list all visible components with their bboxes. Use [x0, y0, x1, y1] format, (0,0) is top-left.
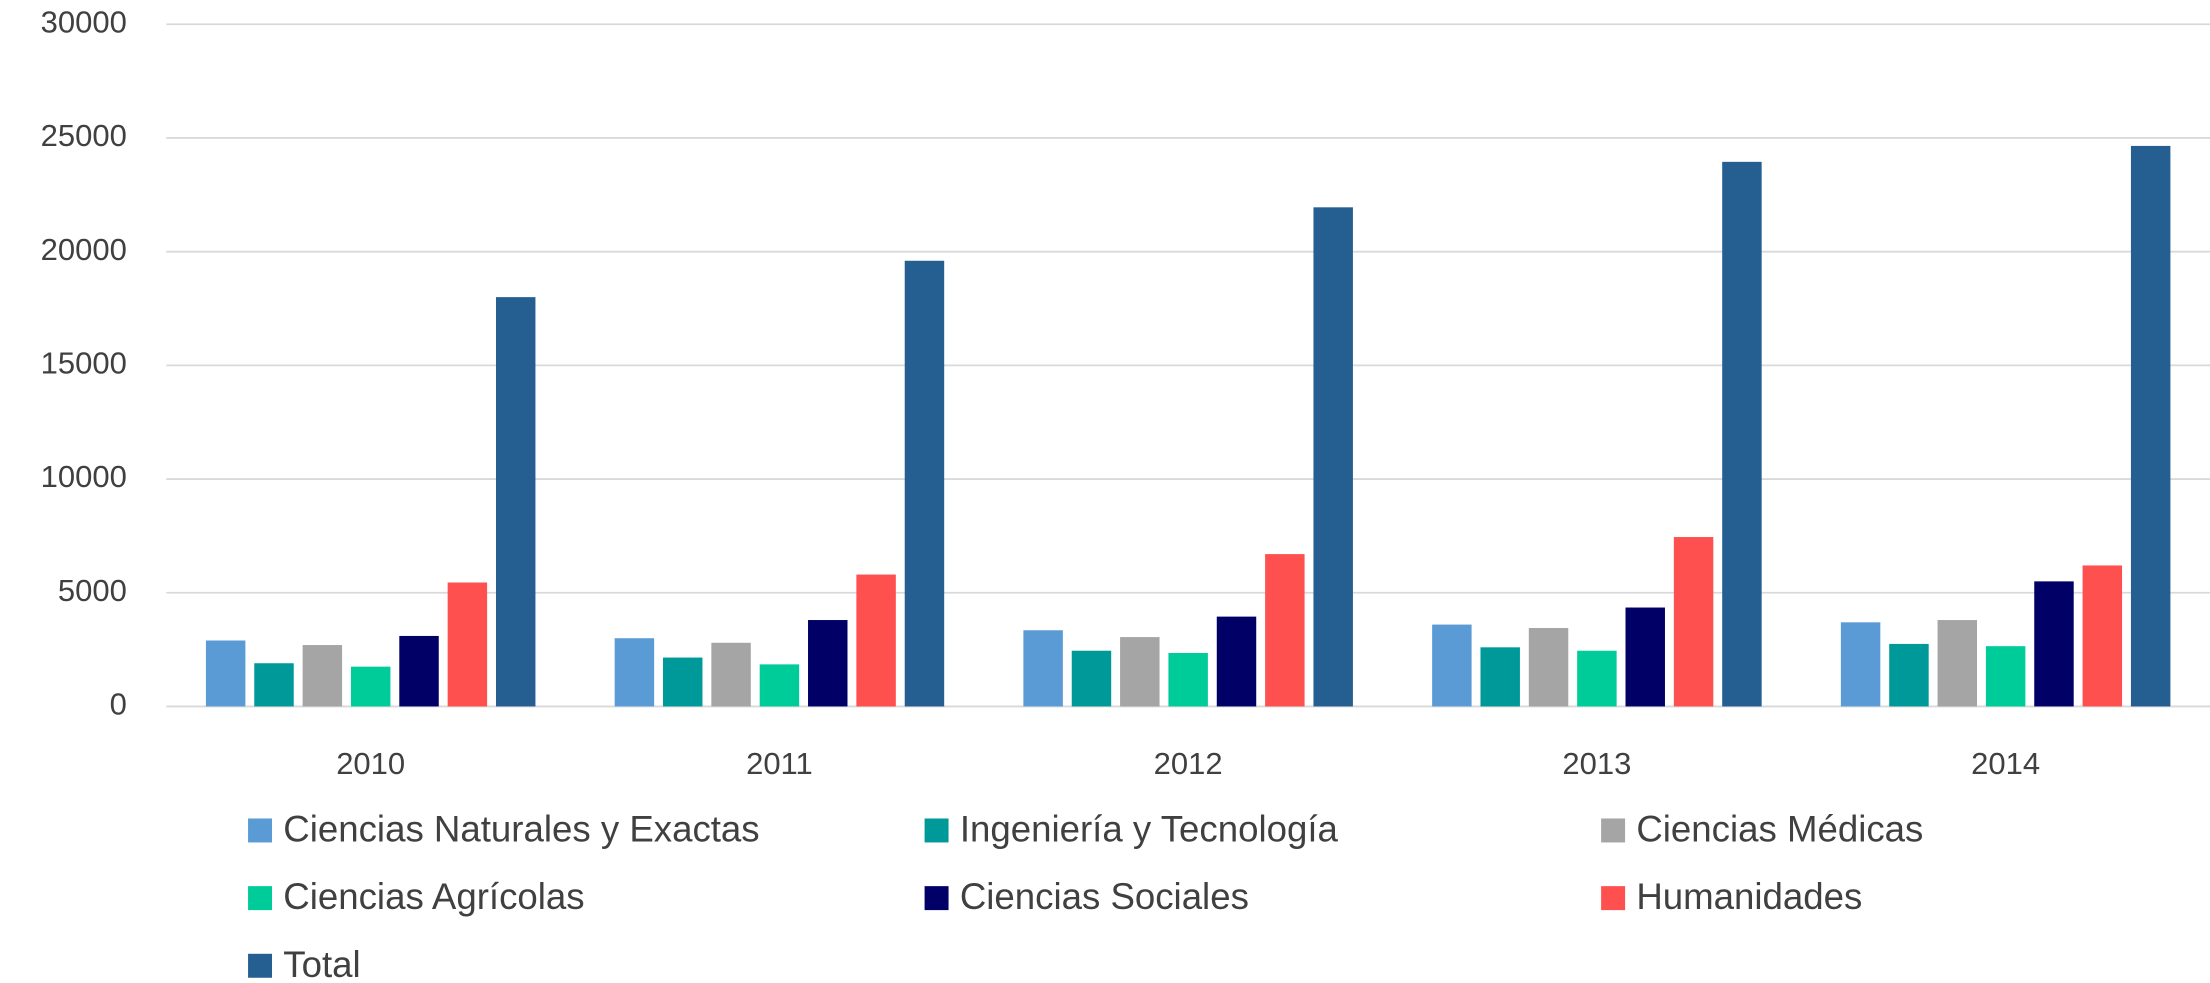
bar [614, 638, 655, 707]
legend-label: Humanidades [1636, 876, 1862, 917]
bar [1168, 653, 1208, 707]
bar [399, 635, 439, 707]
bar [2034, 581, 2074, 707]
legend-label: Ingeniería y Tecnología [960, 809, 1339, 850]
x-tick-label: 2010 [336, 746, 405, 781]
legend-label: Total [283, 944, 360, 983]
bar [254, 663, 294, 707]
bar [759, 664, 800, 707]
x-tick-label: 2014 [1971, 746, 2040, 781]
bar [856, 574, 896, 707]
legend-swatch [248, 818, 273, 843]
bar [904, 260, 945, 707]
bar [1313, 207, 1353, 707]
bar [1840, 622, 1881, 707]
bar [1625, 607, 1665, 707]
y-tick-label: 20000 [41, 232, 127, 267]
bar [350, 666, 391, 707]
legend-label: Ciencias Agrícolas [283, 876, 584, 917]
legend-label: Ciencias Médicas [1636, 809, 1923, 850]
legend-label: Ciencias Sociales [960, 876, 1249, 917]
bar [1889, 643, 1929, 707]
bar [2082, 565, 2123, 707]
bar [1722, 161, 1762, 707]
bar [1480, 647, 1520, 707]
bar [711, 642, 751, 707]
bar [205, 640, 246, 707]
legend-swatch [924, 886, 949, 911]
x-tick-label: 2011 [746, 746, 813, 781]
bar [1432, 624, 1472, 707]
bar [1937, 620, 1978, 707]
bar [447, 582, 488, 707]
legend-swatch [1601, 818, 1626, 843]
legend-swatch [248, 886, 273, 911]
bar [1528, 627, 1569, 707]
y-tick-label: 15000 [41, 346, 127, 381]
legend-label: Ciencias Naturales y Exactas [283, 809, 759, 850]
bar [2130, 145, 2171, 707]
bar [1120, 637, 1160, 707]
x-tick-label: 2013 [1562, 746, 1631, 781]
bar [1673, 537, 1714, 707]
bar [663, 657, 703, 707]
y-tick-label: 30000 [41, 4, 127, 39]
legend-swatch [248, 953, 273, 978]
y-tick-label: 10000 [41, 459, 127, 494]
bar [1216, 616, 1257, 707]
legend-swatch [924, 818, 949, 843]
bar [495, 297, 536, 707]
x-tick-label: 2012 [1154, 746, 1223, 781]
bar [1985, 646, 2026, 707]
bar [808, 620, 848, 707]
bar [1023, 630, 1063, 707]
y-tick-label: 25000 [41, 118, 127, 153]
bar [1265, 554, 1305, 707]
bar [302, 645, 343, 707]
bar [1071, 650, 1112, 707]
y-tick-label: 0 [110, 687, 127, 722]
y-tick-label: 5000 [58, 573, 127, 608]
bar [1577, 650, 1617, 707]
legend-swatch [1601, 886, 1626, 911]
